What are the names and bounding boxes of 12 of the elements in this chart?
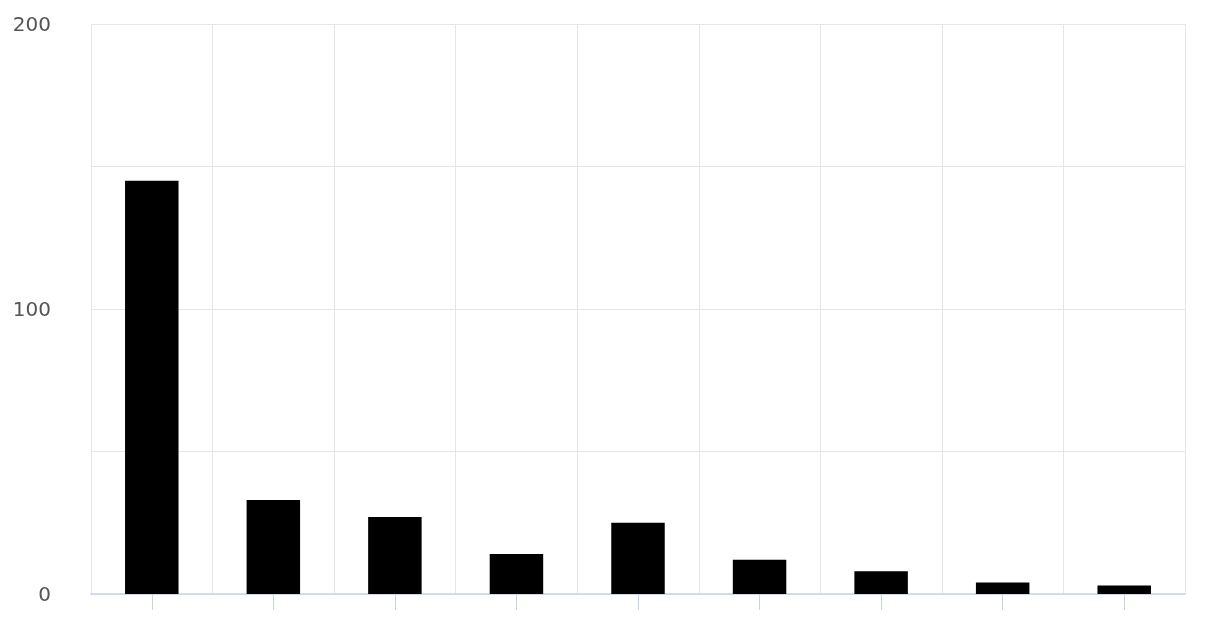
bar xyxy=(611,522,665,594)
bar xyxy=(732,559,787,594)
bar xyxy=(246,499,301,594)
y-tick-label: 100 xyxy=(12,297,51,321)
bar xyxy=(489,554,544,594)
bar xyxy=(125,180,179,594)
bar xyxy=(854,571,908,594)
bar xyxy=(975,582,1030,594)
y-tick-label: 0 xyxy=(38,582,51,606)
y-tick-label: 200 xyxy=(12,12,51,36)
bar xyxy=(368,517,422,594)
bar xyxy=(1097,585,1151,594)
